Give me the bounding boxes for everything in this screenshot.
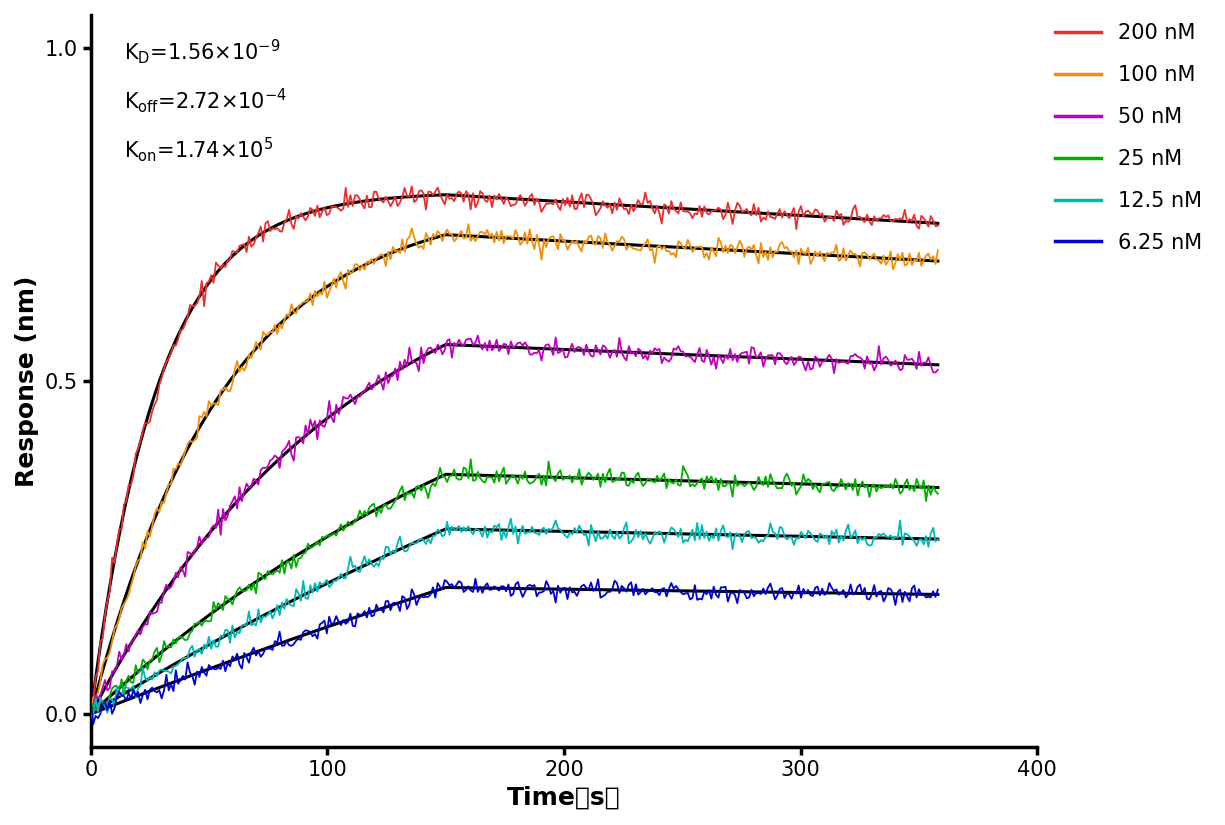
6.25 nM xyxy=(83,699,98,709)
200 nM xyxy=(187,301,202,311)
25 nM xyxy=(83,704,98,714)
200 nM xyxy=(456,197,470,207)
100 nM xyxy=(931,245,946,255)
12.5 nM xyxy=(381,542,396,552)
6.25 nM xyxy=(338,619,353,629)
50 nM xyxy=(379,367,393,377)
6.25 nM xyxy=(366,610,381,620)
100 nM xyxy=(187,436,202,446)
12.5 nM xyxy=(456,522,470,532)
25 nM xyxy=(190,619,205,629)
100 nM xyxy=(461,219,475,229)
50 nM xyxy=(187,546,202,556)
50 nM xyxy=(336,392,350,402)
50 nM xyxy=(931,365,946,375)
50 nM xyxy=(364,384,379,394)
100 nM xyxy=(886,265,900,275)
6.25 nM xyxy=(456,587,470,597)
12.5 nM xyxy=(888,532,903,542)
200 nM xyxy=(364,202,379,212)
6.25 nM xyxy=(468,573,483,583)
6.25 nM xyxy=(931,585,946,595)
50 nM xyxy=(83,706,98,716)
100 nM xyxy=(83,712,98,722)
Line: 12.5 nM: 12.5 nM xyxy=(91,519,938,715)
6.25 nM xyxy=(86,719,100,729)
Line: 100 nM: 100 nM xyxy=(91,224,938,717)
6.25 nM xyxy=(381,596,396,606)
12.5 nM xyxy=(190,645,205,655)
12.5 nM xyxy=(931,535,946,544)
12.5 nM xyxy=(503,514,518,524)
Line: 50 nM: 50 nM xyxy=(91,336,938,711)
Text: K$_\mathrm{D}$=1.56×10$^{-9}$
K$_\mathrm{off}$=2.72×10$^{-4}$
K$_\mathrm{on}$=1.: K$_\mathrm{D}$=1.56×10$^{-9}$ K$_\mathrm… xyxy=(124,37,287,163)
25 nM xyxy=(931,489,946,499)
200 nM xyxy=(886,216,900,226)
100 nM xyxy=(336,276,350,286)
25 nM xyxy=(456,463,470,473)
Line: 6.25 nM: 6.25 nM xyxy=(91,578,938,724)
100 nM xyxy=(364,254,379,264)
12.5 nM xyxy=(338,573,353,583)
Legend: 200 nM, 100 nM, 50 nM, 25 nM, 12.5 nM, 6.25 nM: 200 nM, 100 nM, 50 nM, 25 nM, 12.5 nM, 6… xyxy=(1046,15,1210,261)
12.5 nM xyxy=(366,562,381,572)
12.5 nM xyxy=(83,710,98,720)
6.25 nM xyxy=(888,600,903,610)
Line: 25 nM: 25 nM xyxy=(91,460,938,710)
12.5 nM xyxy=(86,710,100,720)
100 nM xyxy=(379,261,393,271)
200 nM xyxy=(931,221,946,231)
6.25 nM xyxy=(190,667,205,676)
Y-axis label: Response (nm): Response (nm) xyxy=(15,276,39,487)
50 nM xyxy=(470,331,485,341)
50 nM xyxy=(454,339,469,349)
X-axis label: Time（s）: Time（s） xyxy=(507,786,621,810)
Line: 200 nM: 200 nM xyxy=(91,186,938,711)
200 nM xyxy=(379,191,393,201)
25 nM xyxy=(338,521,353,531)
25 nM xyxy=(888,474,903,484)
25 nM xyxy=(463,455,478,464)
25 nM xyxy=(381,504,396,514)
50 nM xyxy=(886,359,900,369)
100 nM xyxy=(454,226,469,236)
200 nM xyxy=(83,706,98,716)
200 nM xyxy=(404,182,419,191)
25 nM xyxy=(366,499,381,509)
25 nM xyxy=(88,705,103,715)
200 nM xyxy=(336,204,350,214)
